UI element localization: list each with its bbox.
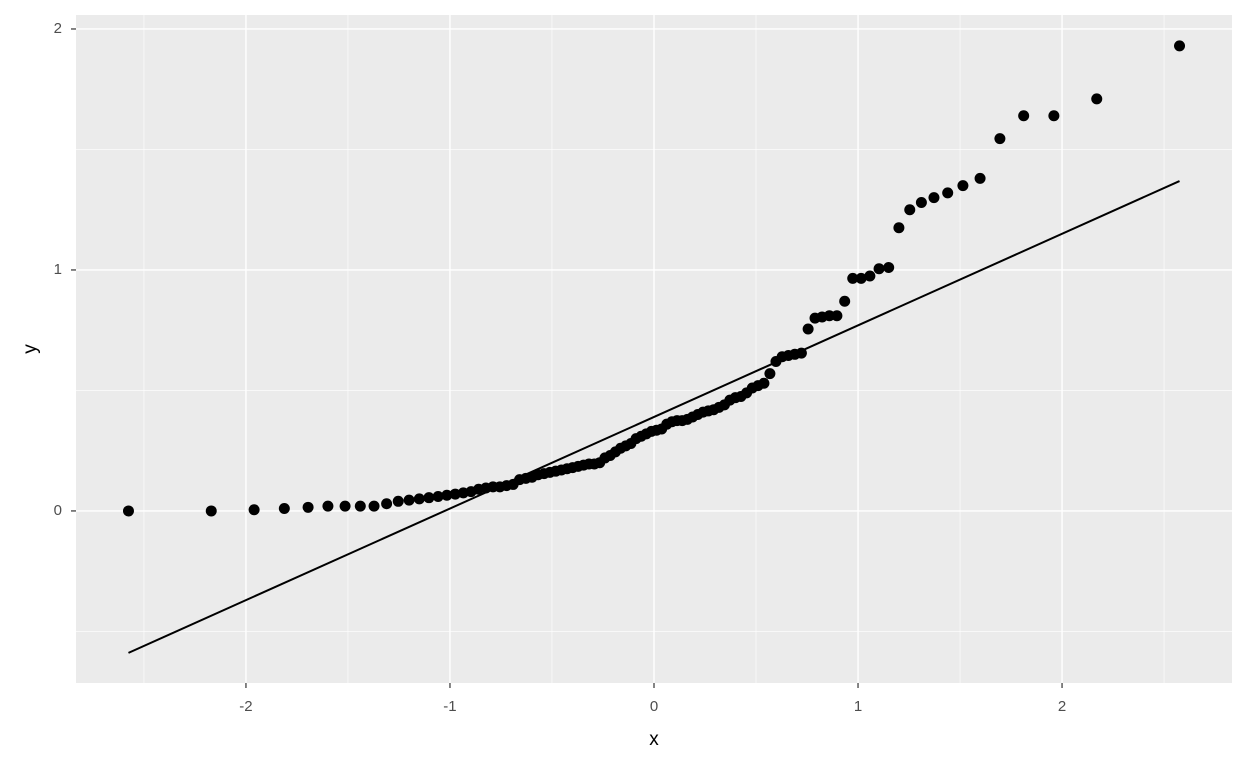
point [915, 196, 927, 208]
point [1174, 40, 1186, 52]
point [883, 262, 895, 274]
x-tick-label: -2 [239, 698, 252, 715]
y-tick-label: 2 [54, 20, 62, 37]
x-tick-label: 1 [854, 698, 862, 715]
point [942, 187, 954, 199]
x-tick-label: 0 [650, 698, 658, 715]
point [354, 500, 366, 512]
y-tick-label: 1 [54, 261, 62, 278]
reference-line [128, 180, 1180, 654]
point [957, 180, 969, 192]
point [802, 323, 814, 335]
point [449, 488, 461, 500]
point [904, 204, 916, 216]
point [864, 270, 876, 282]
y-axis-title: y [20, 344, 41, 354]
point [278, 503, 290, 515]
point [432, 490, 444, 502]
point [839, 295, 851, 307]
x-tick-label: 2 [1058, 698, 1066, 715]
point [928, 192, 940, 204]
point [823, 310, 835, 322]
point [248, 504, 260, 516]
grid [76, 15, 1232, 683]
point [1018, 110, 1030, 122]
x-axis-title: x [649, 729, 659, 750]
point [322, 500, 334, 512]
point [1091, 93, 1103, 105]
point [831, 310, 843, 322]
point [381, 498, 393, 510]
point [368, 500, 380, 512]
point [974, 172, 986, 184]
point [758, 377, 770, 389]
point [847, 272, 859, 284]
point [423, 492, 435, 504]
point [392, 495, 404, 507]
x-tick-label: -1 [443, 698, 456, 715]
point [122, 505, 134, 517]
point [764, 368, 776, 380]
point [873, 263, 885, 275]
point [413, 493, 425, 505]
point [205, 505, 217, 517]
point [403, 494, 415, 506]
point [855, 272, 867, 284]
point [1048, 110, 1060, 122]
point [994, 133, 1006, 145]
point [441, 489, 453, 501]
point [302, 501, 314, 513]
point [893, 222, 905, 234]
y-tick-label: 0 [54, 502, 62, 519]
point [339, 500, 351, 512]
